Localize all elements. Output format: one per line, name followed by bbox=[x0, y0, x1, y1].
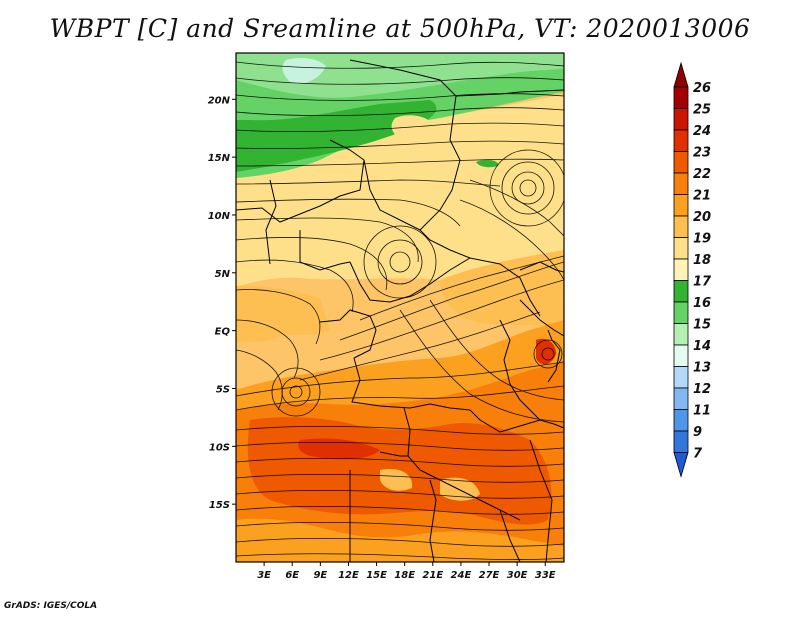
colorbar-label: 21 bbox=[693, 189, 711, 204]
colorbar-label: 18 bbox=[693, 253, 711, 268]
lat-tick-label: 5N bbox=[215, 269, 231, 280]
wbpt-24-east-patch bbox=[536, 338, 556, 365]
country-borders bbox=[236, 59, 564, 562]
colorbar-label: 12 bbox=[693, 382, 711, 397]
lon-tick-label: 18E bbox=[394, 570, 415, 581]
lon-tick-label: 12E bbox=[338, 570, 359, 581]
colorbar-segment bbox=[673, 409, 689, 432]
lon-tick-label: 30E bbox=[507, 570, 528, 581]
colorbar-label: 17 bbox=[693, 275, 712, 290]
map-panel bbox=[236, 53, 564, 562]
wbpt-17-patch bbox=[476, 159, 499, 168]
colorbar-top-arrow bbox=[673, 61, 689, 88]
colorbar-label: 20 bbox=[693, 210, 711, 225]
wbpt-20-patch-b bbox=[380, 468, 413, 491]
streamlines bbox=[236, 61, 564, 560]
colorbar-label: 11 bbox=[693, 404, 711, 419]
wbpt-19-patch bbox=[391, 115, 436, 143]
lon-tick-label: 21E bbox=[422, 570, 443, 581]
chart-title: WBPT [C] and Sreamline at 500hPa, VT: 20… bbox=[49, 14, 751, 43]
colorbar-label: 15 bbox=[693, 318, 711, 333]
colorbar-label: 9 bbox=[693, 425, 702, 440]
lon-tick-label: 9E bbox=[313, 570, 327, 581]
colorbar-label: 25 bbox=[693, 103, 711, 118]
lat-tick-label: 15N bbox=[208, 153, 231, 164]
colorbar-segment bbox=[673, 323, 689, 346]
map-frame bbox=[235, 52, 565, 563]
colorbar-label: 7 bbox=[693, 447, 703, 462]
lat-tick-label: EQ bbox=[215, 327, 231, 338]
lon-tick-label: 24E bbox=[451, 570, 472, 581]
colorbar-segment bbox=[673, 430, 689, 453]
colorbar-segment bbox=[673, 172, 689, 195]
lon-tick-label: 6E bbox=[285, 570, 299, 581]
colorbar-label: 23 bbox=[693, 146, 711, 161]
colorbar-label: 13 bbox=[693, 361, 711, 376]
lat-tick-label: 10S bbox=[209, 442, 230, 453]
colorbar-label: 22 bbox=[693, 167, 711, 182]
colorbar-segment bbox=[673, 366, 689, 389]
lon-tick-label: 3E bbox=[257, 570, 271, 581]
colorbar-segment bbox=[673, 258, 689, 281]
lon-tick-label: 27E bbox=[479, 570, 500, 581]
colorbar-segment bbox=[673, 108, 689, 131]
colorbar-label: 16 bbox=[693, 296, 711, 311]
lat-tick-label: 5S bbox=[216, 384, 230, 395]
colorbar-segment bbox=[673, 194, 689, 217]
colorbar: 26 25 24 23 22 21 20 19 18 17 16 15 14 13 12 11 9 7 bbox=[673, 61, 712, 478]
colorbar-segment bbox=[673, 215, 689, 238]
wbpt-20-west bbox=[236, 285, 330, 342]
colorbar-segment bbox=[673, 301, 689, 324]
colorbar-segment bbox=[673, 280, 689, 303]
colorbar-segment bbox=[673, 151, 689, 174]
lat-tick-label: 15S bbox=[209, 500, 230, 511]
longitude-axis: 3E 6E 9E 12E 15E 18E 21E 24E 27E 30E 33E bbox=[257, 562, 556, 581]
latitude-axis: 20N 15N 10N 5N EQ 5S 10S 15S bbox=[208, 95, 236, 511]
colorbar-label: 26 bbox=[693, 81, 711, 96]
lon-tick-label: 15E bbox=[366, 570, 387, 581]
colorbar-segment bbox=[673, 129, 689, 152]
colorbar-segment bbox=[673, 387, 689, 410]
colorbar-label: 14 bbox=[693, 339, 711, 354]
lat-tick-label: 10N bbox=[208, 211, 231, 222]
colorbar-label: 24 bbox=[693, 124, 711, 139]
wbpt-17-region bbox=[236, 100, 437, 172]
wbpt-20-east bbox=[440, 250, 564, 330]
wbpt-24-patch bbox=[298, 438, 380, 460]
colorbar-segment bbox=[673, 344, 689, 367]
colorbar-label: 19 bbox=[693, 232, 711, 247]
colorbar-segment bbox=[673, 86, 689, 109]
lat-tick-label: 20N bbox=[208, 95, 231, 106]
grads-credit: GrADS: IGES/COLA bbox=[4, 601, 98, 611]
wbpt-15-region bbox=[282, 58, 326, 85]
colorbar-bottom-arrow bbox=[673, 452, 689, 478]
colorbar-segment bbox=[673, 237, 689, 260]
lon-tick-label: 33E bbox=[535, 570, 556, 581]
